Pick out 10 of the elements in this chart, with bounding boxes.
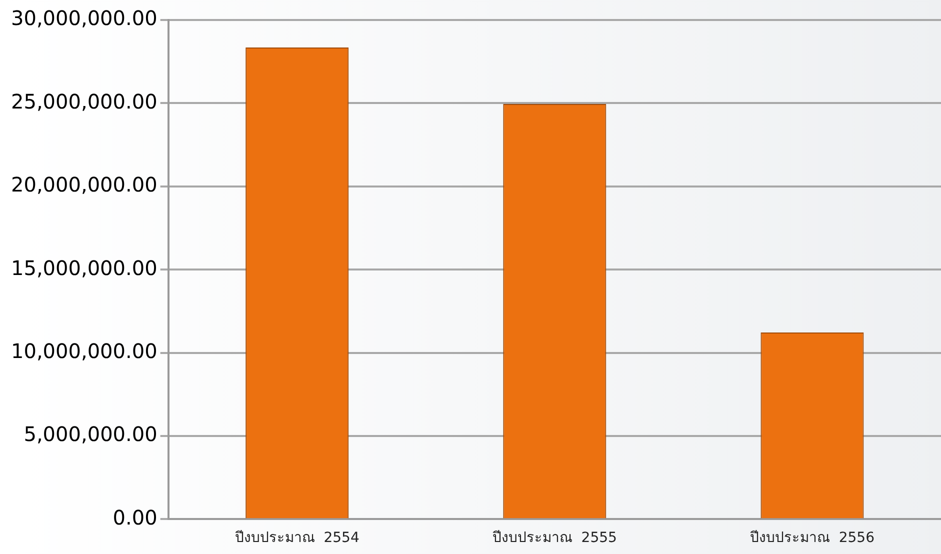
- x-tick-label: ปีงบประมาณ 2556: [750, 530, 875, 546]
- y-tick-label: 5,000,000.00: [24, 422, 158, 446]
- y-tick-label: 30,000,000.00: [10, 6, 158, 30]
- x-tick-label: ปีงบประมาณ 2555: [492, 530, 617, 546]
- y-tick-label: 0.00: [112, 505, 158, 530]
- y-tick-label: 20,000,000.00: [10, 172, 158, 197]
- y-tick-label: 15,000,000.00: [10, 256, 158, 280]
- x-tick-label: ปีงบประมาณ 2554: [234, 530, 360, 546]
- y-tick-label: 25,000,000.00: [10, 89, 158, 114]
- y-tick-label: 10,000,000.00: [10, 339, 158, 364]
